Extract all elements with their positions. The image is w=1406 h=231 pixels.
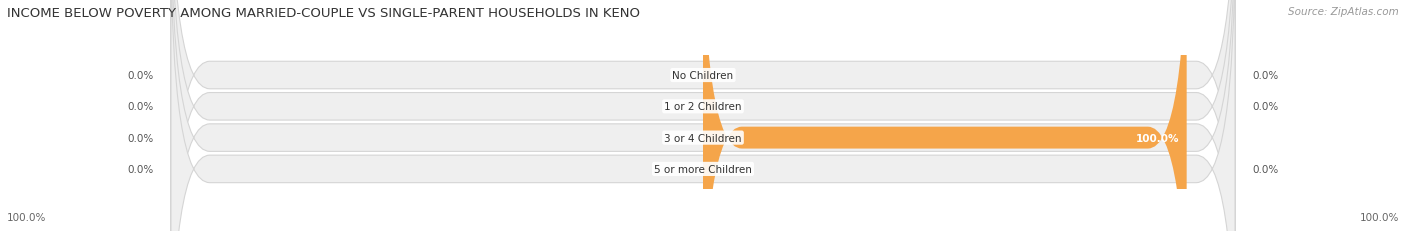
Text: Source: ZipAtlas.com: Source: ZipAtlas.com: [1288, 7, 1399, 17]
Text: 5 or more Children: 5 or more Children: [654, 164, 752, 174]
Text: 100.0%: 100.0%: [7, 212, 46, 222]
Text: 0.0%: 0.0%: [128, 164, 155, 174]
FancyBboxPatch shape: [703, 0, 1187, 231]
Text: 0.0%: 0.0%: [1251, 71, 1278, 81]
Text: 0.0%: 0.0%: [128, 133, 155, 143]
Text: 0.0%: 0.0%: [128, 71, 155, 81]
Text: 100.0%: 100.0%: [1360, 212, 1399, 222]
Text: 3 or 4 Children: 3 or 4 Children: [664, 133, 742, 143]
Text: 0.0%: 0.0%: [1251, 102, 1278, 112]
FancyBboxPatch shape: [172, 0, 1234, 231]
FancyBboxPatch shape: [172, 0, 1234, 231]
Text: 1 or 2 Children: 1 or 2 Children: [664, 102, 742, 112]
Text: 0.0%: 0.0%: [1251, 164, 1278, 174]
FancyBboxPatch shape: [172, 0, 1234, 231]
Text: No Children: No Children: [672, 71, 734, 81]
Text: INCOME BELOW POVERTY AMONG MARRIED-COUPLE VS SINGLE-PARENT HOUSEHOLDS IN KENO: INCOME BELOW POVERTY AMONG MARRIED-COUPL…: [7, 7, 640, 20]
FancyBboxPatch shape: [172, 0, 1234, 231]
Text: 0.0%: 0.0%: [128, 102, 155, 112]
Text: 100.0%: 100.0%: [1136, 133, 1180, 143]
